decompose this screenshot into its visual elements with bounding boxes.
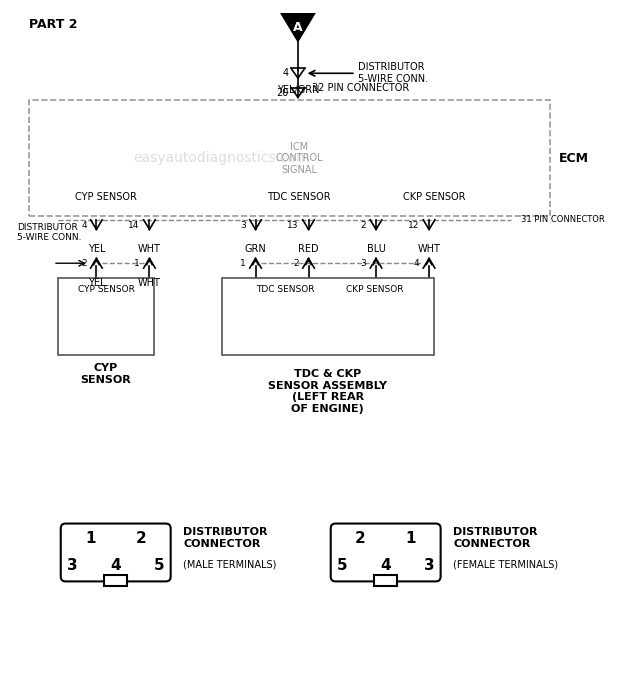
Text: DISTRIBUTOR
CONNECTOR: DISTRIBUTOR CONNECTOR — [453, 527, 538, 549]
Text: 4: 4 — [282, 69, 288, 78]
Text: CKP SENSOR: CKP SENSOR — [345, 285, 403, 294]
Text: 4: 4 — [81, 221, 87, 230]
Text: 1: 1 — [85, 531, 96, 545]
Text: YEL: YEL — [88, 277, 105, 288]
Text: YEL/GRN: YEL/GRN — [277, 85, 319, 95]
Text: CYP
SENSOR: CYP SENSOR — [81, 363, 132, 385]
Text: CKP SENSOR: CKP SENSOR — [402, 192, 465, 202]
Text: 32 PIN CONNECTOR: 32 PIN CONNECTOR — [312, 83, 410, 92]
Text: CYP SENSOR: CYP SENSOR — [75, 192, 137, 202]
Text: ECM: ECM — [559, 152, 589, 164]
Text: TDC SENSOR: TDC SENSOR — [256, 285, 315, 294]
Text: YEL: YEL — [88, 244, 105, 254]
Text: 3: 3 — [67, 557, 78, 573]
Text: CYP SENSOR: CYP SENSOR — [78, 285, 135, 294]
Text: WHT: WHT — [138, 277, 161, 288]
Text: 4: 4 — [380, 557, 391, 573]
Text: 3: 3 — [361, 259, 366, 267]
Text: 12: 12 — [408, 221, 420, 230]
Text: 4: 4 — [414, 259, 420, 267]
FancyBboxPatch shape — [331, 524, 441, 582]
Text: DISTRIBUTOR
5-WIRE CONN.: DISTRIBUTOR 5-WIRE CONN. — [358, 62, 428, 84]
Text: TDC & CKP
SENSOR ASSEMBLY
(LEFT REAR
OF ENGINE): TDC & CKP SENSOR ASSEMBLY (LEFT REAR OF … — [268, 370, 387, 414]
Text: DISTRIBUTOR
CONNECTOR: DISTRIBUTOR CONNECTOR — [183, 527, 268, 549]
Text: WHT: WHT — [138, 244, 161, 254]
Text: 2: 2 — [294, 259, 299, 267]
Bar — [222, 278, 434, 355]
Text: 14: 14 — [129, 221, 140, 230]
Text: WHT: WHT — [418, 244, 441, 254]
Polygon shape — [281, 13, 315, 41]
Text: 5: 5 — [337, 557, 347, 573]
Text: 3: 3 — [424, 557, 434, 573]
Text: 2: 2 — [361, 221, 366, 230]
Text: easyautodiagnostics.com: easyautodiagnostics.com — [133, 151, 310, 165]
Text: (FEMALE TERMINALS): (FEMALE TERMINALS) — [453, 559, 558, 569]
Text: 2: 2 — [81, 259, 87, 267]
Text: 3: 3 — [240, 221, 246, 230]
Bar — [58, 278, 154, 355]
Text: 31 PIN CONNECTOR: 31 PIN CONNECTOR — [520, 216, 604, 224]
Text: 2: 2 — [135, 531, 146, 545]
Text: PART 2: PART 2 — [29, 18, 77, 31]
Text: GRN: GRN — [245, 244, 266, 254]
Text: ICM
CONTROL
SIGNAL: ICM CONTROL SIGNAL — [275, 141, 323, 175]
Text: 5: 5 — [154, 557, 164, 573]
Text: 20: 20 — [276, 88, 288, 97]
Bar — [104, 575, 127, 586]
Text: TDC SENSOR: TDC SENSOR — [267, 192, 331, 202]
FancyBboxPatch shape — [61, 524, 171, 582]
Text: (MALE TERMINALS): (MALE TERMINALS) — [183, 559, 277, 569]
Text: BLU: BLU — [366, 244, 386, 254]
Text: DISTRIBUTOR
5-WIRE CONN.: DISTRIBUTOR 5-WIRE CONN. — [17, 223, 82, 242]
Text: RED: RED — [298, 244, 319, 254]
Bar — [374, 575, 397, 586]
Text: 13: 13 — [287, 221, 299, 230]
Text: 1: 1 — [405, 531, 416, 545]
Text: A: A — [293, 20, 303, 34]
Text: 2: 2 — [355, 531, 366, 545]
Text: 4: 4 — [111, 557, 121, 573]
Text: 1: 1 — [134, 259, 140, 267]
Text: 1: 1 — [240, 259, 246, 267]
